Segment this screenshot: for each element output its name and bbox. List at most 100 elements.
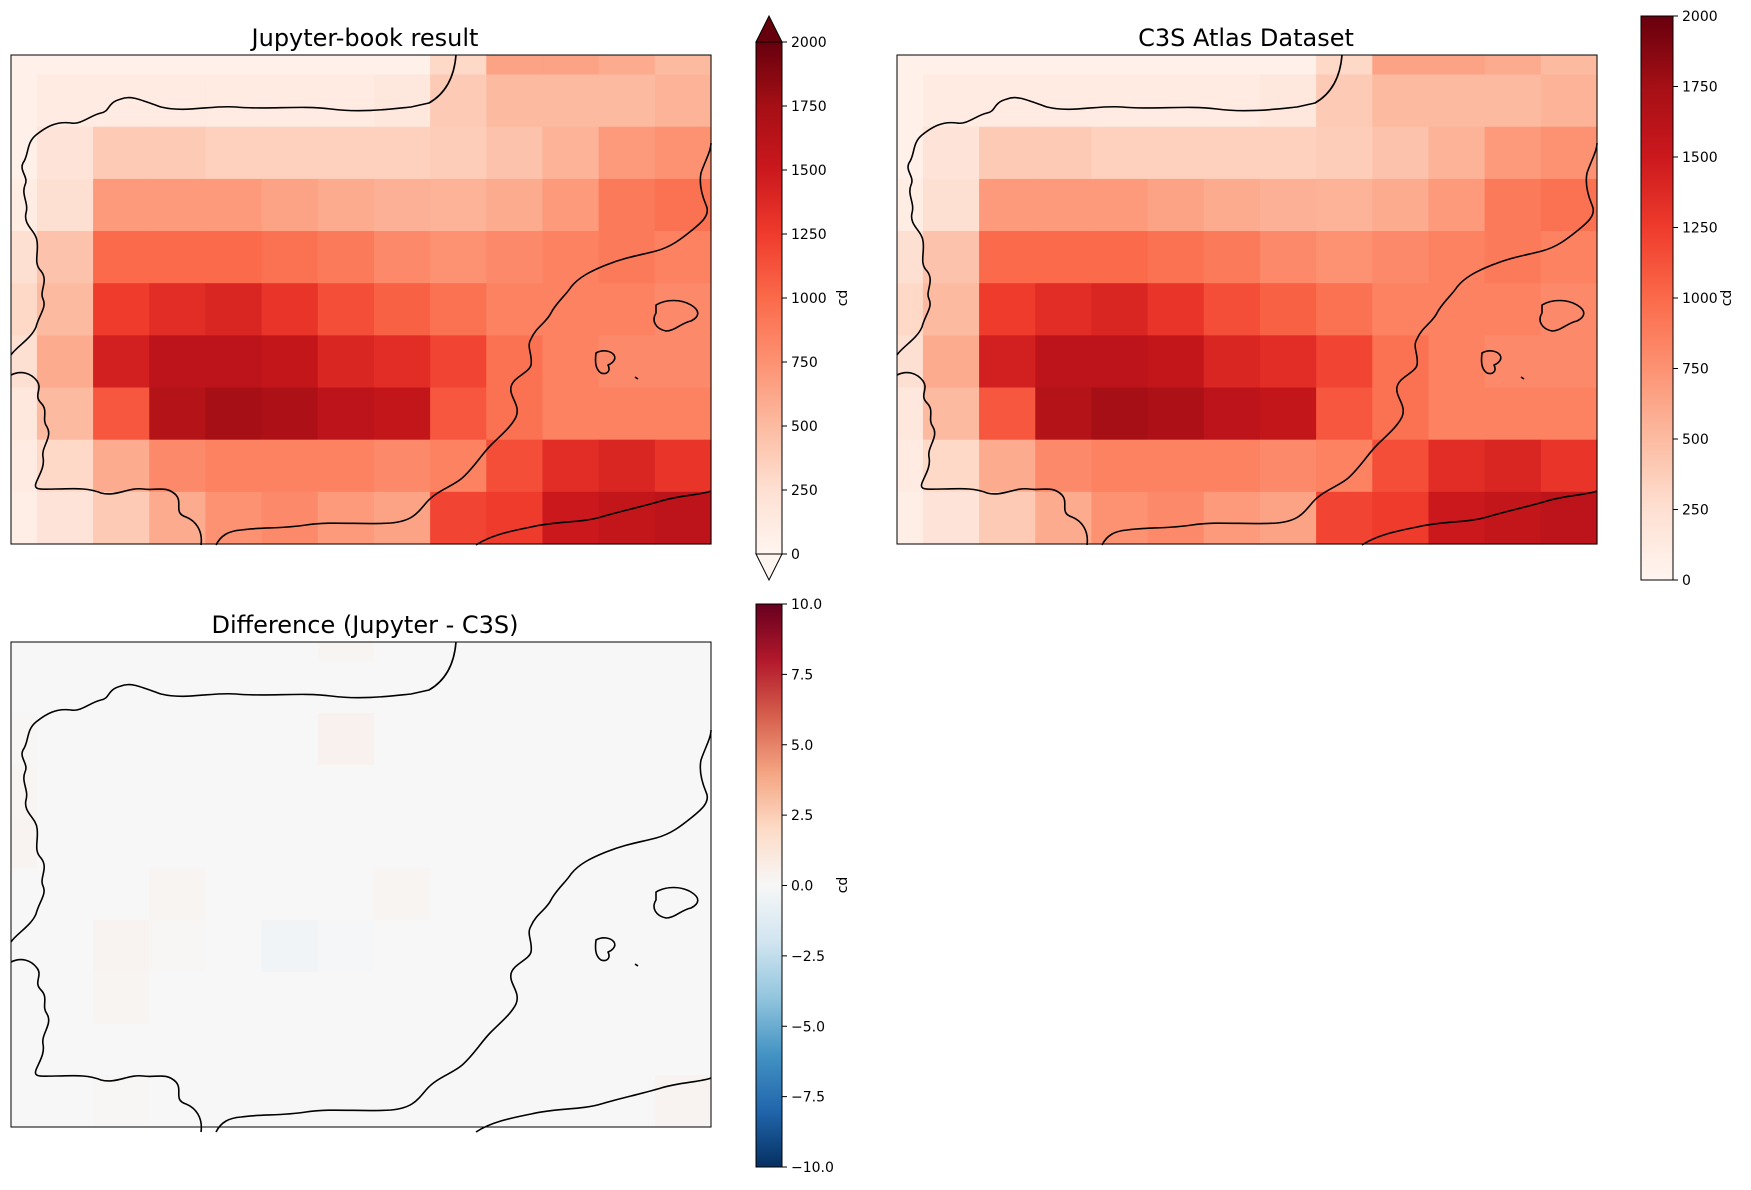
heatmap-cell [149, 661, 207, 714]
panel-3-frame [10, 641, 712, 1128]
heatmap-cell [486, 1023, 544, 1076]
heatmap-cell [598, 387, 656, 441]
heatmap-cell [1035, 231, 1093, 284]
heatmap-cell [654, 642, 712, 662]
heatmap-cell [93, 1075, 150, 1128]
heatmap-cell [430, 713, 487, 766]
heatmap-cell [36, 713, 94, 766]
heatmap-cell [598, 816, 656, 869]
colorbar-tick-label: −10.0 [791, 1160, 834, 1176]
heatmap-cell [598, 283, 656, 336]
heatmap-cell [486, 55, 544, 76]
heatmap-cell [542, 74, 600, 128]
heatmap-cell [93, 868, 150, 921]
heatmap-cell [205, 439, 263, 493]
heatmap-cell [654, 971, 712, 1025]
heatmap-cell [1035, 335, 1093, 389]
heatmap-cell [598, 178, 656, 232]
colorbar-tick-label: −2.5 [791, 949, 825, 965]
heatmap-cell [486, 816, 544, 869]
heatmap-cell [373, 126, 431, 180]
heatmap-cell [261, 920, 319, 973]
heatmap-cell [373, 764, 431, 818]
heatmap-cell [1259, 387, 1317, 441]
heatmap-cell [1540, 231, 1598, 284]
heatmap-cell [542, 283, 600, 336]
heatmap-cell [205, 55, 263, 76]
panel-2-title: C3S Atlas Dataset [1138, 24, 1354, 52]
heatmap-cell [1091, 231, 1149, 284]
heatmap-cell [317, 713, 375, 766]
heatmap-cell [261, 1075, 319, 1128]
heatmap-cell [430, 74, 487, 128]
heatmap-cell [93, 74, 150, 128]
heatmap-cell [598, 868, 656, 921]
heatmap-cell [486, 283, 544, 336]
heatmap-cell [897, 55, 924, 76]
heatmap-cell [149, 387, 207, 441]
colorbar-tick-label: 1500 [791, 163, 827, 179]
heatmap-cell [1372, 55, 1430, 76]
colorbar-tick-label: 1750 [791, 99, 827, 115]
heatmap-cell [36, 387, 94, 441]
heatmap-cell [1484, 491, 1542, 545]
heatmap-cell [36, 231, 94, 284]
heatmap-cell [93, 1023, 150, 1076]
heatmap-cell [36, 661, 94, 714]
heatmap-cell [93, 491, 150, 545]
heatmap-cell [430, 868, 487, 921]
heatmap-cell [1259, 491, 1317, 545]
heatmap-cell [1147, 126, 1205, 180]
heatmap-cell [317, 439, 375, 493]
heatmap-cell [149, 713, 207, 766]
heatmap-cell [897, 231, 924, 284]
heatmap-cell [11, 491, 38, 545]
heatmap-cell [261, 764, 319, 818]
heatmap-cell [654, 283, 712, 336]
heatmap-cell [1147, 178, 1205, 232]
heatmap-cell [430, 661, 487, 714]
heatmap-cell [1316, 231, 1373, 284]
heatmap-cell [897, 387, 924, 441]
heatmap-cell [93, 387, 150, 441]
heatmap-cell [373, 816, 431, 869]
heatmap-cell [922, 55, 980, 76]
heatmap-cell [36, 1075, 94, 1128]
heatmap-cell [979, 55, 1036, 76]
heatmap-cell [317, 283, 375, 336]
heatmap-cell [430, 642, 487, 662]
heatmap-cell [1203, 55, 1261, 76]
panel-3-colorbar: 10.0 7.5 5.0 2.5 0.0 −2.5 −5.0 −7.5 −10.0 cd [755, 597, 851, 1176]
heatmap-cell [922, 178, 980, 232]
colorbar-tick-label: −7.5 [791, 1090, 825, 1106]
heatmap-cell [598, 1023, 656, 1076]
heatmap-cell [36, 920, 94, 973]
heatmap-cell [36, 55, 94, 76]
heatmap-cell [1316, 387, 1373, 441]
heatmap-cell [11, 971, 38, 1025]
heatmap-cell [542, 178, 600, 232]
heatmap-cell [1203, 491, 1261, 545]
heatmap-cell [598, 764, 656, 818]
heatmap-cell [654, 661, 712, 714]
heatmap-cell [430, 178, 487, 232]
heatmap-cell [430, 491, 487, 545]
heatmap-cell [149, 439, 207, 493]
heatmap-cell [1540, 55, 1598, 76]
heatmap-cell [93, 126, 150, 180]
heatmap-cell [1091, 387, 1149, 441]
heatmap-cell [1428, 74, 1486, 128]
heatmap-cell [205, 126, 263, 180]
heatmap-cell [1147, 74, 1205, 128]
heatmap-cell [317, 1023, 375, 1076]
colorbar-tick-label: 0.0 [791, 879, 813, 895]
heatmap-cell [36, 335, 94, 389]
heatmap-cell [205, 920, 263, 973]
heatmap-cell [373, 661, 431, 714]
heatmap-cell [1035, 55, 1093, 76]
heatmap-cell [149, 920, 207, 973]
heatmap-cell [1372, 283, 1430, 336]
heatmap-cell [486, 642, 544, 662]
heatmap-cell [1147, 283, 1205, 336]
